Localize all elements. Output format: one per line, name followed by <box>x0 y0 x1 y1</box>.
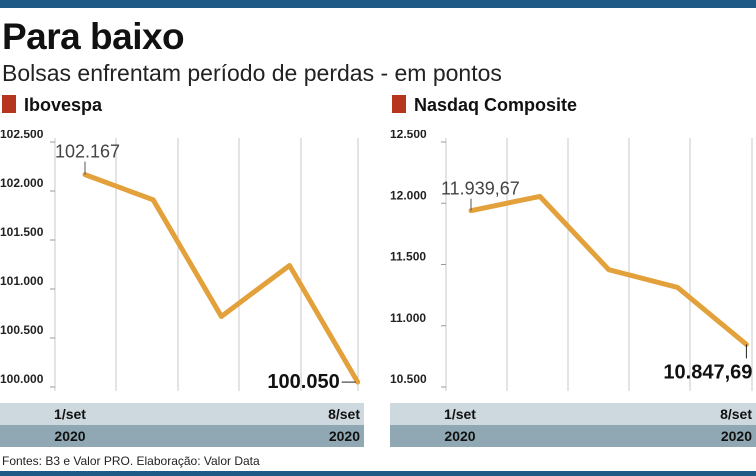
nasdaq-chart: 10.500 11.000 11.500 12.000 12.500 11.939,67 1… <box>390 130 756 447</box>
series-line <box>82 172 361 385</box>
start-value-label: 102.167 <box>55 142 120 162</box>
source-note: Fontes: B3 e Valor PRO. Elaboração: Valo… <box>2 454 260 468</box>
date-bar-top <box>0 403 364 425</box>
y-tick-label: 12.500 <box>390 130 427 141</box>
page-title: Para baixo <box>2 16 185 57</box>
y-tick-label: 11.000 <box>390 311 426 325</box>
y-tick-label: 10.500 <box>390 372 427 386</box>
chart-title-text: Nasdaq Composite <box>414 95 578 115</box>
date-bar-bottom <box>390 425 756 447</box>
end-value-label: 100.050 <box>267 371 339 393</box>
y-tick-label: 100.500 <box>0 323 44 337</box>
x-end-day-label: 8/set <box>328 406 360 422</box>
x-start-day-label: 1/set <box>54 406 86 422</box>
x-start-year-label: 2020 <box>54 428 85 444</box>
x-end-year-label: 2020 <box>329 428 360 444</box>
x-end-year-label: 2020 <box>721 428 752 444</box>
x-start-year-label: 2020 <box>444 428 475 444</box>
x-start-day-label: 1/set <box>444 406 476 422</box>
date-bar-top <box>390 403 756 425</box>
page-subtitle: Bolsas enfrentam período de perdas - em … <box>2 60 502 86</box>
chart-title-ibovespa: Ibovespa <box>2 95 102 116</box>
series-line <box>468 193 749 347</box>
x-end-day-label: 8/set <box>720 406 752 422</box>
y-tick-label: 102.500 <box>0 130 44 141</box>
legend-square <box>2 95 16 113</box>
ibovespa-chart: 100.000 100.500 101.000 101.500 102.000 102.5… <box>0 130 364 447</box>
bottom-accent-bar <box>0 471 756 476</box>
y-tick-label: 101.000 <box>0 274 44 288</box>
start-value-label: 11.939,67 <box>441 179 520 199</box>
end-value-label: 10.847,69 <box>663 361 752 383</box>
date-bar-bottom <box>0 425 364 447</box>
y-tick-label: 102.000 <box>0 176 44 190</box>
top-accent-bar <box>0 0 756 8</box>
y-tick-label: 101.500 <box>0 225 44 239</box>
chart-title-nasdaq: Nasdaq Composite <box>392 95 577 116</box>
y-tick-label: 11.500 <box>390 250 426 264</box>
y-tick-label: 100.000 <box>0 372 44 386</box>
y-tick-label: 12.000 <box>390 188 427 202</box>
legend-square <box>392 95 406 113</box>
chart-title-text: Ibovespa <box>24 95 103 115</box>
